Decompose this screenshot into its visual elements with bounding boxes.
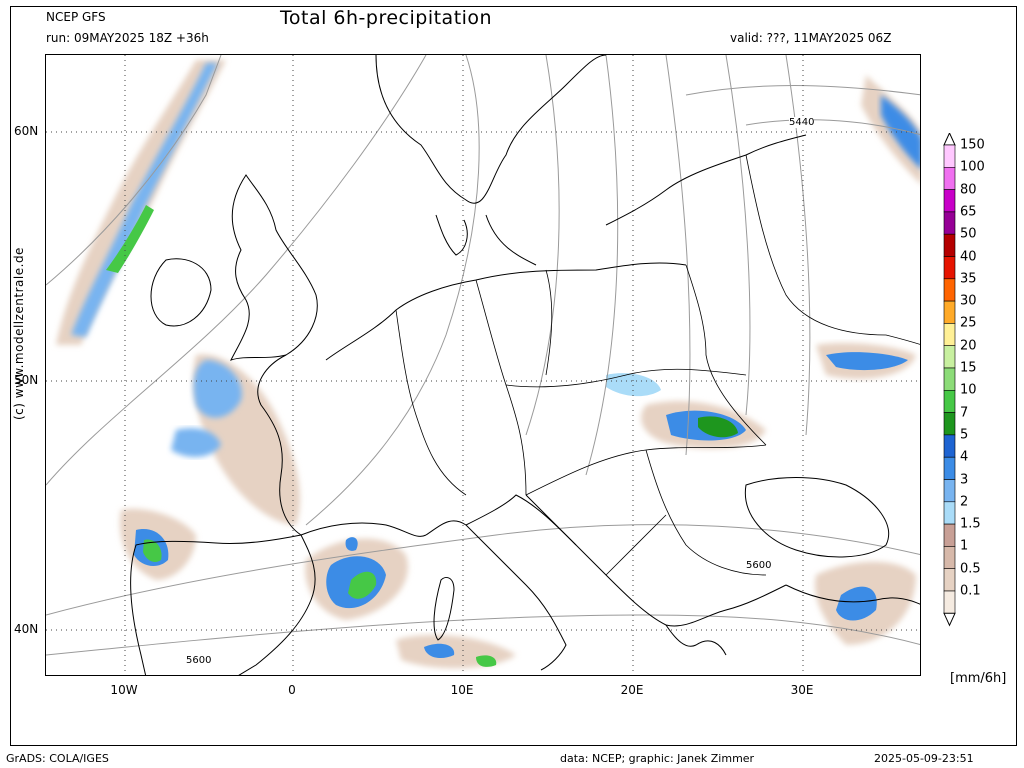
legend-swatch	[943, 144, 956, 168]
legend-overflow-arrow	[943, 133, 956, 146]
legend-label: 80	[960, 182, 977, 198]
footer-data-credit: data: NCEP; graphic: Janek Zimmer	[560, 752, 755, 765]
legend-swatch	[943, 300, 956, 324]
latitude-label: 50N	[14, 373, 39, 387]
legend-label: 15	[960, 360, 977, 376]
legend-swatch	[943, 568, 956, 592]
coastlines	[130, 55, 920, 675]
legend-label: 25	[960, 315, 977, 331]
map-title: Total 6h-precipitation	[280, 7, 493, 29]
precipitation-map: 5440 5600 5600	[45, 54, 921, 676]
legend-label: 30	[960, 293, 977, 309]
longitude-label: 10E	[450, 683, 474, 697]
legend-swatch	[943, 323, 956, 346]
site-credit: (c) www.modellzentrale.de	[12, 247, 26, 420]
legend-underflow-arrow	[943, 612, 956, 627]
legend-label: 50	[960, 226, 977, 242]
legend-swatch	[943, 166, 956, 190]
legend-swatch	[943, 590, 956, 614]
footer-timestamp: 2025-05-09-23:51	[874, 752, 974, 765]
footer-software: GrADS: COLA/IGES	[6, 752, 109, 765]
legend-swatch	[943, 189, 956, 213]
legend-label: 65	[960, 204, 977, 220]
height-contours	[46, 55, 920, 656]
legend-label: 20	[960, 338, 977, 354]
plot-frame	[10, 6, 1017, 746]
legend-swatch	[943, 501, 956, 525]
legend-swatch	[943, 546, 956, 569]
run-info: run: 09MAY2025 18Z +36h	[46, 31, 209, 45]
graticule	[46, 55, 920, 675]
legend-label: 1.5	[960, 516, 981, 532]
legend-swatch	[943, 233, 956, 257]
longitude-label: 0	[288, 683, 296, 697]
legend-swatch	[943, 211, 956, 235]
legend-label: 2	[960, 494, 969, 510]
legend-label: 0.5	[960, 561, 981, 577]
legend-label: 35	[960, 271, 977, 287]
legend-swatch	[943, 412, 956, 436]
legend-label: 150	[960, 137, 985, 153]
legend-swatch	[943, 389, 956, 413]
isobar-label: 5440	[789, 117, 815, 128]
legend-label: 0.1	[960, 583, 981, 599]
legend-swatch	[943, 367, 956, 391]
legend-label: 10	[960, 382, 977, 398]
legend-bar	[943, 133, 956, 627]
legend-label: 3	[960, 472, 969, 487]
legend-swatch	[943, 278, 956, 302]
map-canvas	[46, 55, 920, 675]
legend-label: 1	[960, 538, 969, 554]
latitude-label: 40N	[14, 622, 39, 636]
legend-swatch	[943, 256, 956, 280]
valid-time: valid: ???, 11MAY2025 06Z	[730, 31, 892, 45]
legend-swatch	[943, 345, 956, 369]
precipitation-areas	[56, 60, 920, 669]
legend-swatch	[943, 434, 956, 458]
longitude-label: 10W	[110, 683, 138, 697]
legend-label: 100	[960, 159, 985, 175]
model-name: NCEP GFS	[46, 10, 106, 24]
longitude-label: 20E	[620, 683, 644, 697]
legend-units: [mm/6h]	[950, 671, 1007, 686]
legend-swatch	[943, 479, 956, 503]
legend-label: 4	[960, 449, 969, 465]
legend-label: 7	[960, 405, 969, 421]
isobar-label: 5600	[186, 655, 212, 666]
precipitation-legend: 150 100 80 65 50 40 35 30 25 20 15 10 7 5 4 3 2 1.5 1 0.5 0.…	[940, 133, 1020, 633]
latitude-label: 60N	[14, 124, 39, 138]
longitude-label: 30E	[790, 683, 814, 697]
legend-label: 40	[960, 249, 977, 264]
legend-swatch	[943, 523, 956, 547]
legend-swatch	[943, 456, 956, 480]
legend-label: 5	[960, 427, 969, 443]
isobar-label: 5600	[746, 560, 772, 571]
